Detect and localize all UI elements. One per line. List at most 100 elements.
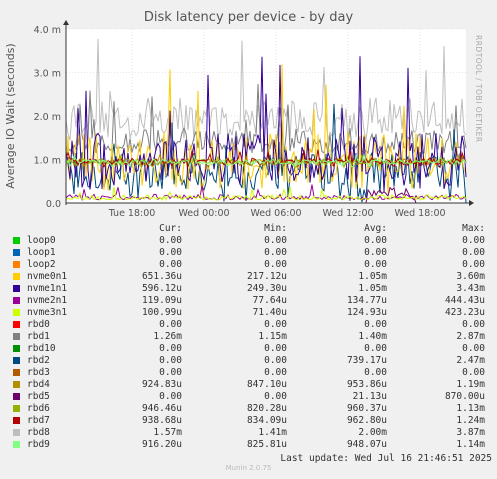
legend-cur: 0.00 <box>159 391 182 402</box>
legend-min: 0.00 <box>264 343 287 354</box>
legend-row-rbd1: rbd1 1.26m 1.15m 1.40m 2.87m <box>10 331 490 343</box>
legend-cur: 0.00 <box>159 367 182 378</box>
legend-avg: 0.00 <box>364 235 387 246</box>
legend-row-rbd0: rbd0 0.00 0.00 0.00 0.00 <box>10 319 490 331</box>
legend-row-rbd6: rbd6 946.46u 820.28u 960.37u 1.13m <box>10 403 490 415</box>
legend-avg: 134.77u <box>346 295 387 306</box>
legend-max: 423.23u <box>444 307 485 318</box>
y-axis-arrow <box>63 20 69 25</box>
legend-min: 77.64u <box>252 295 287 306</box>
legend-row-rbd3: rbd3 0.00 0.00 0.00 0.00 <box>10 367 490 379</box>
legend-min: 834.09u <box>246 415 287 426</box>
y-tick-label: 0.0 <box>46 199 61 210</box>
legend-row-rbd7: rbd7 938.68u 834.09u 962.80u 1.24m <box>10 415 490 427</box>
legend-name: rbd1 <box>27 331 50 342</box>
legend-avg: 1.05m <box>358 283 387 294</box>
munin-version: Munin 2.0.75 <box>225 464 272 472</box>
legend-max: 0.00 <box>462 235 485 246</box>
legend-avg: 1.40m <box>358 331 387 342</box>
legend-cur: 100.99u <box>141 307 182 318</box>
legend-swatch <box>13 261 20 268</box>
legend-table: Cur: Min: Avg: Max: loop0 0.00 0.00 0.00 0.0… <box>10 223 490 451</box>
legend-cur: 119.09u <box>141 295 182 306</box>
legend-row-nvme3n1: nvme3n1 100.99u 71.40u 124.93u 423.23u <box>10 307 490 319</box>
legend-cur: 0.00 <box>159 343 182 354</box>
legend-avg: 0.00 <box>364 343 387 354</box>
x-tick-label: Wed 18:00 <box>394 208 445 219</box>
legend-name: rbd3 <box>27 367 50 378</box>
last-update: Last update: Wed Jul 16 21:46:51 2025 <box>280 453 492 464</box>
legend-cur: 0.00 <box>159 235 182 246</box>
legend-name: nvme1n1 <box>27 283 68 294</box>
legend-swatch <box>13 369 20 376</box>
legend-min: 1.41m <box>258 427 287 438</box>
col-header-cur: Cur: <box>159 223 182 234</box>
legend-max: 444.43u <box>444 295 485 306</box>
legend-swatch <box>13 333 20 340</box>
legend-name: rbd10 <box>27 343 56 354</box>
legend-max: 1.19m <box>456 379 485 390</box>
rrdtool-credit: RRDTOOL / TOBI OETIKER <box>474 35 483 143</box>
legend-row-loop1: loop1 0.00 0.00 0.00 0.00 <box>10 247 490 259</box>
legend-name: nvme0n1 <box>27 271 68 282</box>
legend-swatch <box>13 297 20 304</box>
legend-min: 1.15m <box>258 331 287 342</box>
legend-swatch <box>13 429 20 436</box>
legend-row-rbd8: rbd8 1.57m 1.41m 2.00m 3.87m <box>10 427 490 439</box>
legend-row-nvme0n1: nvme0n1 651.36u 217.12u 1.05m 3.60m <box>10 271 490 283</box>
legend-max: 0.00 <box>462 343 485 354</box>
legend-max: 2.47m <box>456 355 485 366</box>
legend-min: 0.00 <box>264 391 287 402</box>
legend-max: 1.24m <box>456 415 485 426</box>
x-tick-label: Wed 00:00 <box>178 208 229 219</box>
legend-min: 0.00 <box>264 247 287 258</box>
legend-cur: 916.20u <box>141 439 182 450</box>
legend-name: loop0 <box>27 235 56 246</box>
col-header-min: Min: <box>264 223 287 234</box>
legend-min: 249.30u <box>246 283 287 294</box>
series-line-rbd2 <box>65 103 467 204</box>
legend-min: 217.12u <box>246 271 287 282</box>
legend-cur: 651.36u <box>141 271 182 282</box>
series-line-rbd9 <box>65 153 467 169</box>
legend-name: rbd6 <box>27 403 50 414</box>
legend-min: 0.00 <box>264 259 287 270</box>
legend-row-rbd10: rbd10 0.00 0.00 0.00 0.00 <box>10 343 490 355</box>
legend-cur: 924.83u <box>141 379 182 390</box>
legend-swatch <box>13 357 20 364</box>
legend-swatch <box>13 441 20 448</box>
legend-name: loop2 <box>27 259 56 270</box>
legend-name: rbd7 <box>27 415 50 426</box>
legend-row-rbd4: rbd4 924.83u 847.10u 953.86u 1.19m <box>10 379 490 391</box>
legend-cur: 596.12u <box>141 283 182 294</box>
legend-min: 820.28u <box>246 403 287 414</box>
legend-name: nvme2n1 <box>27 295 68 306</box>
legend-avg: 962.80u <box>346 415 387 426</box>
legend-row-loop2: loop2 0.00 0.00 0.00 0.00 <box>10 259 490 271</box>
legend-swatch <box>13 345 20 352</box>
legend-max: 3.60m <box>456 271 485 282</box>
series-line-nvme3n1 <box>65 186 467 202</box>
legend-min: 0.00 <box>264 355 287 366</box>
y-axis-label: Average IO Wait (seconds) <box>4 43 17 188</box>
legend-cur: 0.00 <box>159 319 182 330</box>
legend-swatch <box>13 285 20 292</box>
legend-max: 870.00u <box>444 391 485 402</box>
legend-avg: 0.00 <box>364 259 387 270</box>
legend-name: nvme3n1 <box>27 307 68 318</box>
legend-swatch <box>13 237 20 244</box>
legend-min: 71.40u <box>252 307 287 318</box>
legend-max: 0.00 <box>462 259 485 270</box>
legend-swatch <box>13 249 20 256</box>
col-header-avg: Avg: <box>364 223 387 234</box>
legend-max: 3.87m <box>456 427 485 438</box>
legend-swatch <box>13 321 20 328</box>
legend-row-rbd2: rbd2 0.00 0.00 739.17u 2.47m <box>10 355 490 367</box>
legend-swatch <box>13 309 20 316</box>
legend-cur: 1.57m <box>153 427 182 438</box>
legend-avg: 124.93u <box>346 307 387 318</box>
legend-min: 0.00 <box>264 367 287 378</box>
legend-swatch <box>13 393 20 400</box>
x-tick-label: Tue 18:00 <box>108 208 156 219</box>
legend-max: 0.00 <box>462 319 485 330</box>
